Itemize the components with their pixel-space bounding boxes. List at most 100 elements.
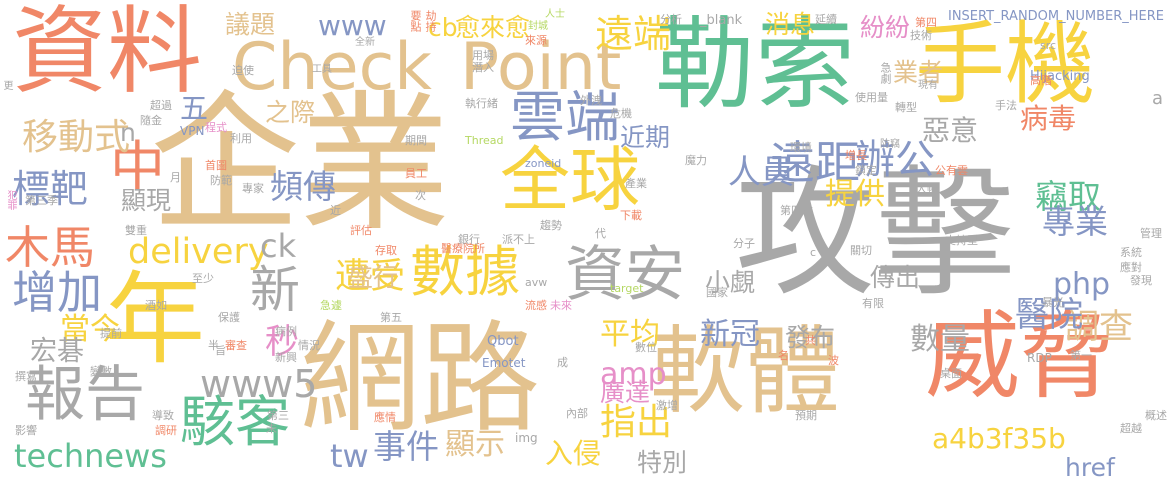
- cloud-word: 發布: [785, 323, 836, 352]
- cloud-word: 新興: [275, 351, 297, 364]
- cloud-word: 盛行: [348, 263, 399, 292]
- cloud-word: 提前: [100, 327, 122, 340]
- cloud-word: 資安: [565, 240, 685, 310]
- cloud-word: src: [1040, 39, 1057, 52]
- cloud-word: 危機: [610, 107, 632, 120]
- cloud-word: 病例: [275, 325, 297, 338]
- cloud-word: 派不上: [502, 233, 535, 246]
- cloud-word: 導致: [152, 409, 174, 422]
- cloud-word: 傳出: [870, 263, 921, 292]
- cloud-word: 應對: [1120, 261, 1142, 274]
- cloud-word: 代: [595, 227, 606, 240]
- cloud-word: 調研: [155, 424, 177, 437]
- cloud-word: 紛紛: [860, 13, 911, 42]
- cloud-word: href: [1065, 453, 1115, 482]
- cloud-word: Thread: [465, 134, 504, 147]
- cloud-word: 用場: [472, 49, 494, 62]
- cloud-word: 流感: [525, 299, 547, 312]
- cloud-word: RDP: [1027, 351, 1052, 365]
- cloud-word: 指出: [600, 402, 673, 443]
- cloud-word: 酒如: [145, 299, 167, 312]
- cloud-word: 秒: [265, 322, 299, 362]
- cloud-word: 迫使: [232, 64, 254, 77]
- cloud-word: 急劇: [879, 62, 892, 84]
- cloud-word: 增加: [12, 266, 103, 319]
- cloud-word: 急遽: [320, 299, 342, 312]
- cloud-word: 影響: [15, 424, 37, 437]
- cloud-word: 業者: [893, 58, 944, 87]
- cloud-word: 半: [208, 339, 219, 352]
- cloud-word: 環境: [790, 141, 812, 154]
- cloud-word: 愈來愈: [455, 13, 531, 42]
- cloud-word: 分析: [660, 13, 682, 26]
- cloud-word: 分子: [733, 237, 755, 250]
- cloud-word: Check: [232, 30, 432, 105]
- cloud-word: 數位: [635, 341, 657, 354]
- cloud-word: 封城: [528, 21, 548, 32]
- cloud-word: 第三季: [25, 194, 58, 207]
- cloud-word: 小覷: [705, 268, 756, 297]
- cloud-word: 攻擊: [735, 153, 1016, 316]
- cloud-word: 國家: [706, 286, 728, 299]
- cloud-word: 特別: [637, 448, 688, 477]
- cloud-word: 近期: [620, 123, 671, 152]
- cloud-word: 近: [330, 204, 341, 217]
- cloud-word: 變數: [90, 365, 112, 378]
- cloud-word: avw: [525, 276, 548, 289]
- cloud-word: 五: [180, 92, 209, 125]
- cloud-word: 第一: [1070, 349, 1092, 362]
- cloud-word: ck: [260, 227, 297, 265]
- cloud-word: 全球: [500, 139, 640, 221]
- cloud-word: 支持型: [945, 234, 978, 247]
- cloud-word: 遭受: [335, 257, 406, 297]
- cloud-word: 撰寫: [15, 370, 37, 383]
- cloud-word: 波: [828, 354, 839, 367]
- cloud-word: 報告: [25, 360, 145, 430]
- cloud-word: 防竊: [880, 139, 900, 150]
- cloud-word: 之際: [265, 98, 316, 127]
- cloud-word: 標靶: [12, 167, 89, 211]
- cloud-word: 隨金: [140, 114, 162, 127]
- cloud-word: 遠端: [595, 12, 672, 56]
- cloud-word: 雲端: [510, 85, 621, 149]
- cloud-word: a4b3f35b: [932, 422, 1066, 455]
- cloud-word: 資料: [12, 0, 203, 107]
- cloud-word: 防範: [210, 174, 232, 187]
- cloud-word: 辦公: [855, 137, 935, 183]
- cloud-word: 下載: [620, 209, 642, 222]
- cloud-word: 概述: [1145, 409, 1167, 422]
- cloud-word: 保護: [218, 311, 240, 324]
- cloud-word: 企業: [150, 78, 451, 252]
- cloud-word: 當今: [60, 312, 120, 347]
- cloud-word: 劫持: [424, 10, 437, 32]
- cloud-word: 月: [170, 171, 181, 184]
- cloud-word: 新: [250, 261, 300, 319]
- cloud-word: 顯現: [121, 186, 172, 215]
- cloud-word: 趨勢: [540, 219, 562, 232]
- cloud-word: 網路: [300, 310, 540, 449]
- cloud-word: delivery: [128, 232, 269, 272]
- cloud-word: 頻傳: [270, 167, 336, 206]
- cloud-word: 激增: [656, 399, 678, 412]
- cloud-word: 銀行: [458, 233, 480, 246]
- cloud-word: 雙重: [125, 224, 147, 237]
- cloud-word: 大幅: [916, 182, 938, 195]
- cloud-word: technews: [14, 437, 167, 475]
- cloud-word: 外洩: [580, 94, 602, 107]
- cloud-word: 情況: [298, 339, 320, 352]
- cloud-word: 高階: [1030, 74, 1052, 87]
- cloud-word: 桌面: [940, 367, 962, 380]
- cloud-word: 新冠: [700, 317, 760, 352]
- cloud-word: 犯罪: [5, 190, 16, 210]
- cloud-word: 暴光: [1042, 296, 1064, 309]
- cloud-word: 內部: [566, 407, 588, 420]
- cloud-word: 要點: [409, 10, 422, 32]
- cloud-word: 轉型: [895, 101, 917, 114]
- cloud-word: 木馬: [5, 221, 96, 274]
- cloud-word: 延續: [815, 13, 837, 26]
- cloud-word: www: [318, 9, 387, 42]
- cloud-word: 中: [110, 135, 166, 199]
- cloud-word: 超越: [1120, 422, 1142, 435]
- cloud-word: www5: [200, 362, 318, 406]
